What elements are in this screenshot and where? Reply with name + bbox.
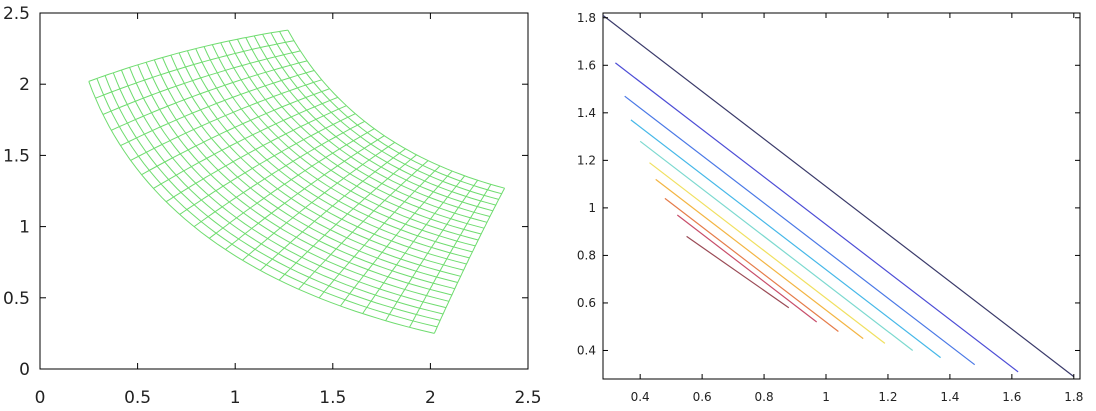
mesh-line — [104, 75, 441, 321]
series-line — [649, 162, 886, 344]
x-tick-label: 2 — [425, 388, 436, 408]
series-line — [639, 140, 914, 351]
series-line — [630, 119, 941, 359]
mesh-line — [245, 37, 491, 217]
y-tick-label: 2.5 — [3, 4, 30, 24]
mesh-line — [236, 38, 488, 223]
x-tick-label: 0.6 — [693, 390, 712, 404]
x-tick-label: 1.2 — [878, 390, 897, 404]
mesh-line — [96, 78, 438, 328]
left-ticks — [39, 12, 529, 370]
x-tick-label: 1.5 — [319, 388, 346, 408]
right-plot-frame — [602, 12, 1081, 380]
series-line — [664, 197, 839, 332]
x-tick-label: 0.5 — [124, 388, 151, 408]
x-tick-label: 0.8 — [755, 390, 774, 404]
mesh-line — [112, 72, 444, 315]
right-chart: 0.4 0.6 0.8 1 1.2 1.4 1.6 1.8 0.4 0.6 0.8 1 1.2 1.4 1.… — [577, 11, 1083, 404]
y-tick-label: 0.8 — [577, 248, 596, 262]
mesh-line — [178, 52, 467, 265]
series-line — [624, 95, 976, 366]
series-line — [602, 14, 1075, 378]
mesh-line — [88, 81, 435, 334]
mesh-line — [186, 50, 470, 259]
mesh-line — [195, 48, 473, 253]
x-tick-label: 1.8 — [1064, 390, 1083, 404]
y-tick-label: 1.5 — [3, 146, 30, 166]
x-tick-label: 0.4 — [631, 390, 650, 404]
series-line — [676, 214, 818, 323]
y-tick-label: 1.4 — [577, 106, 596, 120]
mesh-line — [270, 32, 499, 200]
y-tick-label: 1.2 — [577, 153, 596, 167]
right-ticks — [603, 13, 1080, 379]
y-tick-label: 0.5 — [3, 289, 30, 309]
right-lines — [602, 14, 1075, 378]
mesh-line — [211, 44, 479, 241]
series-line — [686, 235, 790, 309]
mesh-line — [262, 34, 496, 206]
y-tick-label: 0 — [19, 360, 30, 380]
left-chart: 0 0.5 1 1.5 2 2.5 0 0.5 1 1.5 2 2.5 — [3, 4, 542, 408]
mesh-line — [170, 54, 464, 271]
x-tick-label: 1.6 — [1002, 390, 1021, 404]
mesh-line — [203, 46, 476, 247]
y-tick-label: 1.6 — [577, 58, 596, 72]
mesh-line — [153, 59, 458, 283]
y-tick-label: 2 — [19, 75, 30, 95]
mesh-line — [162, 57, 461, 277]
y-tick-label: 0.4 — [577, 343, 596, 357]
left-mesh — [88, 29, 506, 334]
y-tick-label: 0.6 — [577, 296, 596, 310]
mesh-line — [137, 64, 453, 296]
mesh-line — [120, 69, 447, 309]
left-plot-frame — [39, 12, 529, 370]
left-tick-labels: 0 0.5 1 1.5 2 2.5 0 0.5 1 1.5 2 2.5 — [3, 4, 542, 408]
x-tick-label: 1.4 — [940, 390, 959, 404]
y-tick-label: 1 — [588, 201, 596, 215]
mesh-line — [145, 62, 455, 290]
mesh-line — [220, 42, 482, 235]
mesh-line — [253, 35, 494, 212]
x-tick-label: 2.5 — [514, 388, 541, 408]
series-line — [655, 178, 864, 340]
mesh-line — [279, 31, 502, 195]
y-tick-label: 1 — [19, 218, 30, 238]
series-line — [615, 62, 1019, 373]
mesh-line — [129, 67, 450, 302]
x-tick-label: 1 — [822, 390, 830, 404]
x-tick-label: 1 — [230, 388, 241, 408]
right-tick-labels: 0.4 0.6 0.8 1 1.2 1.4 1.6 1.8 0.4 0.6 0.8 1 1.2 1.4 1.… — [577, 11, 1083, 404]
y-tick-label: 1.8 — [577, 11, 596, 25]
mesh-line — [228, 40, 485, 229]
x-tick-label: 0 — [35, 388, 46, 408]
mesh-line — [287, 29, 505, 189]
